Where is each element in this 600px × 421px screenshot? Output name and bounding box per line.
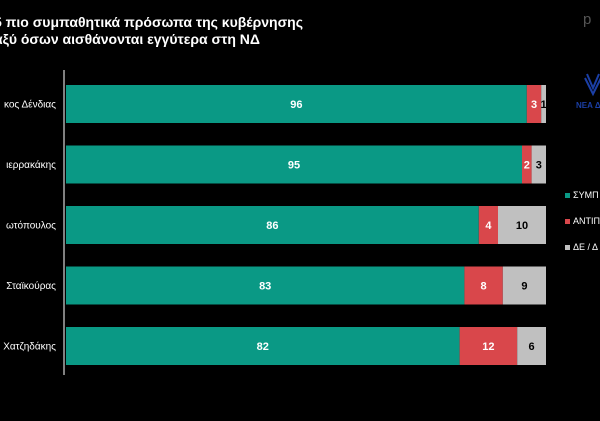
bar-segment (498, 206, 546, 244)
category-label: Σταϊκούρας (6, 280, 56, 292)
legend-swatch (565, 244, 570, 250)
bar-segment (464, 266, 503, 305)
bar-segment (66, 85, 527, 123)
bar-segment (66, 266, 465, 305)
logo-text: ΝΕΑ Δ (576, 101, 600, 110)
data-label: 83 (259, 281, 271, 293)
data-label: 3 (536, 160, 542, 172)
bar-segment (459, 327, 518, 365)
bar-segment (66, 206, 479, 244)
bar-segment (478, 206, 498, 244)
bar-segment (531, 145, 546, 184)
data-label: 82 (257, 341, 269, 353)
bar-segment (522, 145, 532, 184)
title-line-1: 5 πιο συμπαθητικά πρόσωπα της κυβέρνησης (0, 14, 304, 30)
bar-segment (66, 145, 522, 184)
bar-segment (517, 327, 546, 365)
title-line-2: αξύ όσων αισθάνονται εγγύτερα στη ΝΔ (0, 31, 260, 47)
legend-item: ΑΝΤΙΠ (565, 215, 600, 227)
brand-mark: p (583, 11, 593, 28)
legend-swatch (565, 192, 570, 198)
category-label: κος Δένδιας (4, 99, 56, 111)
data-label: 96 (290, 99, 302, 111)
category-label: ωτόπουλος (6, 220, 56, 232)
data-label: 6 (529, 341, 535, 353)
legend-label: ΔΕ / Δ (573, 242, 599, 252)
bar-segment (502, 266, 546, 305)
legend-item: ΣΥΜΠ (565, 189, 600, 201)
data-label: 12 (482, 341, 494, 353)
chart-title: 5 πιο συμπαθητικά πρόσωπα της κυβέρνησης… (0, 14, 303, 48)
legend: ΣΥΜΠ ΑΝΤΙΠ ΔΕ / Δ (565, 189, 600, 267)
data-label: 3 (531, 99, 537, 111)
data-label: 95 (288, 160, 300, 172)
legend-label: ΑΝΤΙΠ (573, 216, 600, 226)
category-label: Χατζηδάκης (3, 341, 56, 353)
category-label: ιερρακάκης (6, 159, 56, 171)
data-label: 1 (541, 99, 547, 111)
data-label: 8 (481, 281, 487, 293)
data-label: 86 (266, 220, 278, 232)
data-label: 10 (516, 220, 528, 232)
bar-segment (526, 85, 542, 123)
legend-item: ΔΕ / Δ (565, 241, 600, 253)
data-label: 9 (521, 281, 527, 293)
legend-swatch (565, 218, 570, 224)
legend-label: ΣΥΜΠ (573, 190, 599, 200)
bar-segment (66, 327, 460, 365)
data-label: 4 (485, 220, 492, 232)
party-logo-icon: ΝΕΑ Δ (576, 73, 600, 110)
data-label: 2 (524, 160, 530, 172)
bar-segment (541, 85, 546, 123)
